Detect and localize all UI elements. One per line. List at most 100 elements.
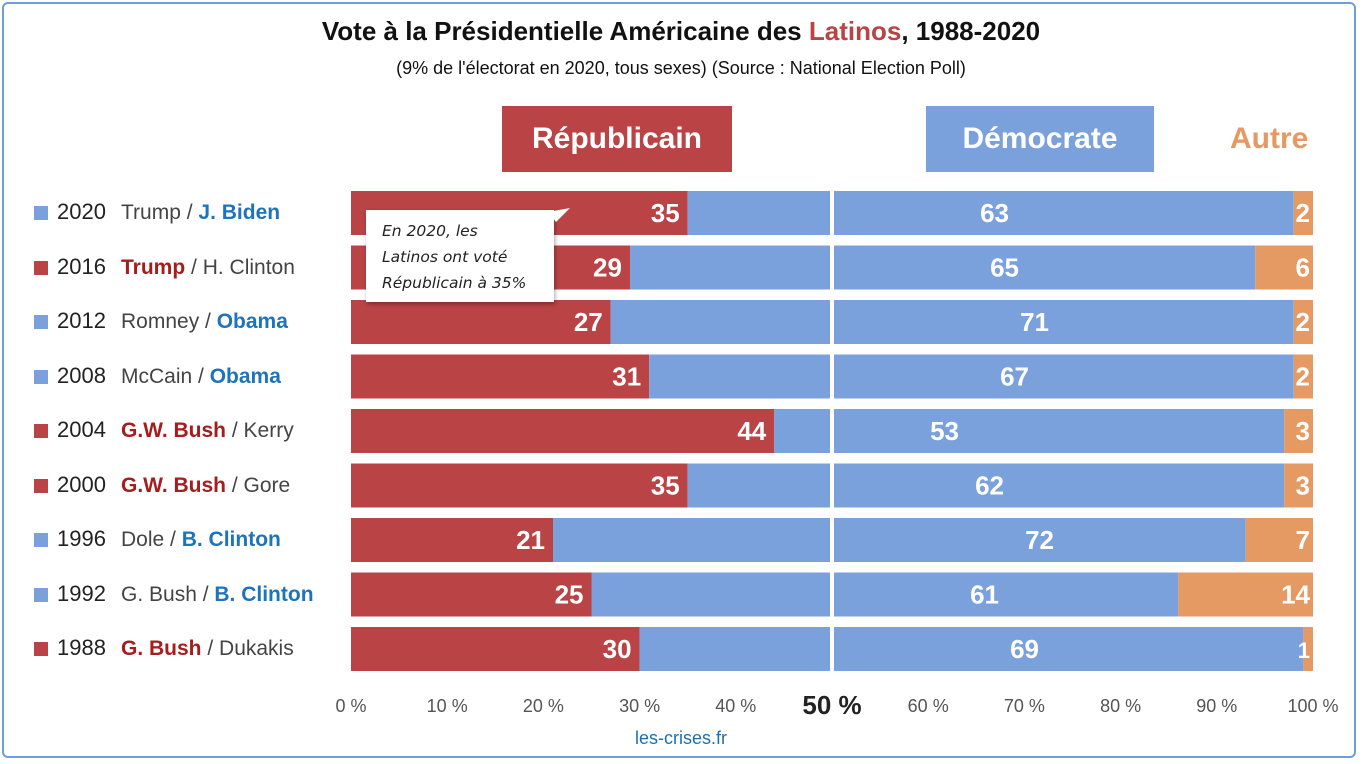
bar-dem-2012 bbox=[834, 300, 1294, 344]
bar-rep-2000 bbox=[351, 463, 688, 508]
label-rep-2008: 31 bbox=[612, 362, 641, 392]
label-other-1996: 7 bbox=[1296, 525, 1310, 555]
label-rep-2000: 35 bbox=[651, 471, 680, 501]
bar-rep-1996 bbox=[351, 518, 554, 562]
x-tick-50: 50 % bbox=[802, 690, 861, 720]
bar-dem-left-1992 bbox=[591, 572, 830, 617]
header-autre: Autre bbox=[1230, 122, 1309, 155]
bar-other-1996 bbox=[1245, 518, 1313, 562]
label-other-2012: 2 bbox=[1296, 307, 1310, 337]
label-dem-2020: 63 bbox=[980, 198, 1009, 228]
label-rep-2020: 35 bbox=[651, 198, 680, 228]
candidate-separator: / bbox=[199, 310, 217, 333]
bar-dem-2016 bbox=[834, 245, 1256, 290]
dem-candidate: Kerry bbox=[243, 419, 294, 442]
row-year: 1988 bbox=[57, 635, 106, 660]
candidate-separator: / bbox=[185, 255, 203, 279]
row-year: 1992 bbox=[57, 580, 106, 606]
x-tick-10: 10 % bbox=[427, 696, 468, 716]
header-democrate: Démocrate bbox=[926, 106, 1154, 172]
x-tick-20: 20 % bbox=[523, 696, 564, 716]
row-label-2016: 2016 Trump / H. Clinton bbox=[34, 252, 295, 282]
bar-other-2012 bbox=[1293, 300, 1313, 344]
bar-other-1988 bbox=[1303, 627, 1313, 671]
bar-dem-left-2012 bbox=[610, 300, 830, 344]
row-year: 2016 bbox=[57, 253, 106, 279]
row-year: 2008 bbox=[57, 362, 106, 388]
callout-line-1: En 2020, les bbox=[382, 222, 478, 240]
label-dem-2012: 71 bbox=[1020, 307, 1049, 337]
label-other-2004: 3 bbox=[1296, 416, 1310, 446]
label-other-2020: 2 bbox=[1296, 198, 1310, 228]
bar-dem-1988 bbox=[834, 627, 1304, 671]
callout-line-2: Latinos ont voté bbox=[382, 248, 508, 266]
chart-subtitle: (9% de l'électorat en 2020, tous sexes) … bbox=[396, 58, 966, 78]
dem-candidate: Dukakis bbox=[219, 637, 294, 660]
row-label-1992: 1992 G. Bush / B. Clinton bbox=[34, 579, 314, 609]
rep-candidate: G. Bush bbox=[121, 637, 202, 660]
bar-dem-left-2000 bbox=[687, 463, 830, 508]
label-rep-1988: 30 bbox=[603, 634, 632, 664]
dem-candidate: J. Biden bbox=[198, 201, 281, 224]
winner-marker bbox=[34, 369, 48, 384]
candidate-separator: / bbox=[201, 637, 220, 660]
bar-dem-1992 bbox=[834, 572, 1179, 617]
bar-other-2004 bbox=[1284, 409, 1313, 453]
dem-candidate: Gore bbox=[243, 473, 291, 497]
bar-rep-2004 bbox=[351, 409, 775, 453]
bar-dem-left-1996 bbox=[553, 518, 830, 562]
bar-other-2000 bbox=[1284, 463, 1313, 508]
winner-marker bbox=[34, 642, 48, 656]
rep-candidate: Trump bbox=[121, 201, 181, 224]
title-suffix: , 1988-2020 bbox=[901, 16, 1041, 46]
bar-dem-2000 bbox=[834, 463, 1285, 508]
bar-other-2016 bbox=[1255, 245, 1313, 290]
label-dem-2004: 53 bbox=[930, 416, 959, 446]
header-republicain: Républicain bbox=[502, 106, 732, 172]
bar-dem-left-2020 bbox=[687, 191, 830, 235]
winner-marker bbox=[34, 587, 48, 602]
label-dem-2008: 67 bbox=[1000, 362, 1029, 392]
label-rep-1996: 21 bbox=[516, 525, 545, 555]
label-other-2008: 2 bbox=[1296, 362, 1310, 392]
label-rep-2012: 27 bbox=[574, 307, 603, 337]
bar-dem-2008 bbox=[834, 354, 1294, 399]
label-other-1988: 1 bbox=[1298, 638, 1310, 663]
x-tick-90: 90 % bbox=[1196, 696, 1237, 716]
bar-rep-2008 bbox=[351, 354, 650, 399]
bar-other-2020 bbox=[1293, 191, 1313, 235]
candidate-separator: / bbox=[226, 419, 244, 442]
row-label-1988: 1988 G. Bush / Dukakis bbox=[34, 633, 294, 663]
dem-candidate: B. Clinton bbox=[214, 582, 314, 606]
winner-marker bbox=[34, 424, 48, 438]
label-dem-1996: 72 bbox=[1025, 525, 1054, 555]
candidate-separator: / bbox=[226, 473, 244, 497]
bar-other-1992 bbox=[1178, 572, 1313, 617]
bar-dem-left-2016 bbox=[629, 245, 830, 290]
title-highlight: Latinos bbox=[808, 16, 902, 46]
label-dem-2000: 62 bbox=[975, 471, 1004, 501]
bar-other-2008 bbox=[1293, 354, 1313, 399]
bar-rep-2012 bbox=[351, 300, 611, 344]
x-tick-30: 30 % bbox=[619, 696, 660, 716]
bar-dem-1996 bbox=[834, 518, 1246, 562]
rep-candidate: G.W. Bush bbox=[121, 419, 226, 442]
source-credit: les-crises.fr bbox=[634, 728, 727, 748]
label-dem-1992: 61 bbox=[970, 580, 999, 610]
x-tick-70: 70 % bbox=[1004, 696, 1045, 716]
candidate-separator: / bbox=[180, 201, 199, 224]
row-label-2012: 2012 Romney / Obama bbox=[34, 306, 288, 336]
row-year: 2000 bbox=[57, 471, 106, 497]
x-tick-40: 40 % bbox=[715, 696, 756, 716]
x-tick-60: 60 % bbox=[908, 696, 949, 716]
row-label-2008: 2008 McCain / Obama bbox=[34, 361, 281, 391]
x-tick-100: 100 % bbox=[1287, 696, 1338, 716]
dem-candidate: Obama bbox=[209, 364, 281, 388]
bar-dem-left-2004 bbox=[774, 409, 830, 453]
winner-marker bbox=[34, 533, 48, 547]
label-other-1992: 14 bbox=[1281, 580, 1310, 610]
winner-marker bbox=[34, 206, 48, 220]
candidate-separator: / bbox=[192, 364, 210, 388]
bar-rep-1988 bbox=[351, 627, 640, 671]
